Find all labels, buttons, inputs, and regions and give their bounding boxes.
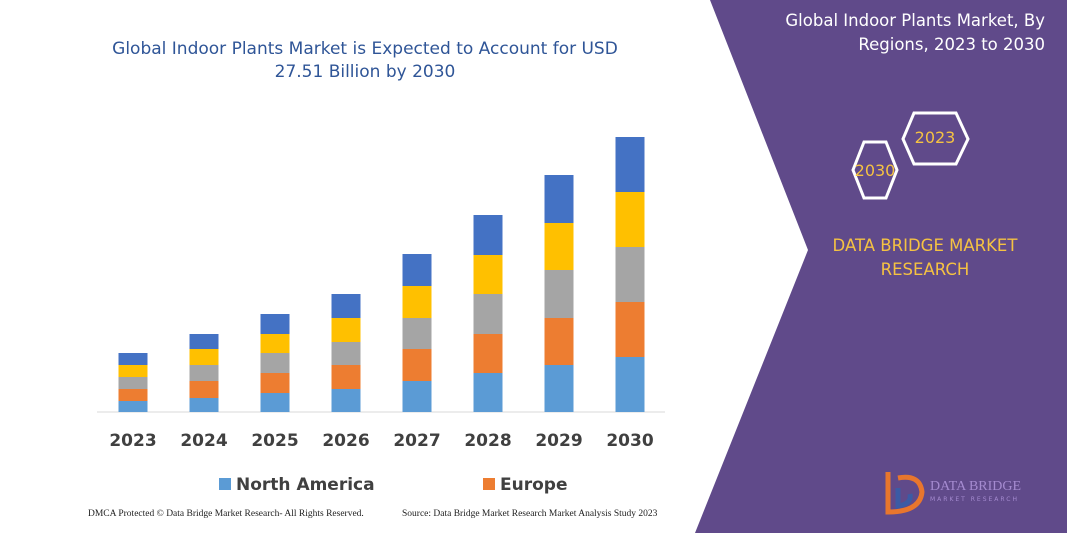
x-tick-label: 2026 — [322, 431, 369, 451]
hex-label: 2023 — [915, 128, 956, 147]
logo-mark — [895, 488, 913, 509]
bar-segment — [544, 318, 574, 365]
x-tick-label: 2024 — [180, 431, 227, 451]
logo-text: DATA BRIDGE — [930, 479, 1021, 494]
x-tick-label: 2029 — [535, 431, 582, 451]
legend-label: North America — [236, 475, 375, 495]
bar-segment — [615, 137, 645, 192]
bar-segment — [402, 318, 432, 349]
legend-swatch — [483, 478, 495, 490]
bar-segment — [260, 334, 290, 353]
bar-segment — [189, 398, 219, 412]
bar-segment — [473, 373, 503, 412]
x-tick-label: 2023 — [109, 431, 156, 451]
side-panel — [695, 0, 1067, 533]
bar-segment — [615, 357, 645, 412]
bar-segment — [118, 401, 148, 412]
bar-segment — [118, 353, 148, 365]
x-tick-label: 2025 — [251, 431, 298, 451]
hexagon — [901, 111, 970, 166]
panel-title: Global Indoor Plants Market, By Regions,… — [785, 11, 1045, 54]
bar-segment — [260, 373, 290, 393]
legend-label: Europe — [500, 475, 567, 495]
bar-segment — [189, 365, 219, 381]
bar-segment — [331, 342, 361, 365]
bar-segment — [402, 381, 432, 412]
bar-segment — [473, 255, 503, 294]
bar-segment — [402, 286, 432, 318]
x-tick-label: 2027 — [393, 431, 440, 451]
x-tick-label: 2028 — [464, 431, 511, 451]
chart-title: Global Indoor Plants Market is Expected … — [112, 39, 618, 82]
bar-segment — [402, 254, 432, 286]
footer-left: DMCA Protected © Data Bridge Market Rese… — [88, 509, 364, 519]
hexagon — [851, 140, 899, 200]
bar-segment — [473, 294, 503, 334]
bar-segment — [331, 365, 361, 389]
hex-label: 2030 — [855, 161, 896, 180]
bar-segment — [118, 389, 148, 401]
bar-segment — [544, 270, 574, 318]
bar-segment — [260, 353, 290, 373]
logo-text: MARKET RESEARCH — [930, 496, 1019, 503]
bar-segment — [473, 334, 503, 373]
bar-segment — [260, 393, 290, 412]
bar-segment — [402, 349, 432, 381]
bar-segment — [118, 365, 148, 377]
bar-segment — [260, 314, 290, 334]
bar-segment — [544, 175, 574, 223]
bar-segment — [615, 302, 645, 357]
bar-segment — [189, 349, 219, 365]
bar-segment — [331, 294, 361, 318]
bar-segment — [189, 381, 219, 398]
bar-segment — [473, 215, 503, 255]
bar-segment — [615, 247, 645, 302]
bar-segment — [331, 389, 361, 412]
bar-segment — [544, 223, 574, 270]
footer-right: Source: Data Bridge Market Research Mark… — [402, 509, 658, 519]
bar-segment — [331, 318, 361, 342]
bar-segment — [544, 365, 574, 412]
x-tick-label: 2030 — [606, 431, 653, 451]
brand-name: DATA BRIDGE MARKET RESEARCH — [832, 236, 1018, 279]
bar-segment — [615, 192, 645, 247]
bar-segment — [189, 334, 219, 349]
bar-segment — [118, 377, 148, 389]
legend-swatch — [219, 478, 231, 490]
logo-mark — [885, 472, 925, 515]
